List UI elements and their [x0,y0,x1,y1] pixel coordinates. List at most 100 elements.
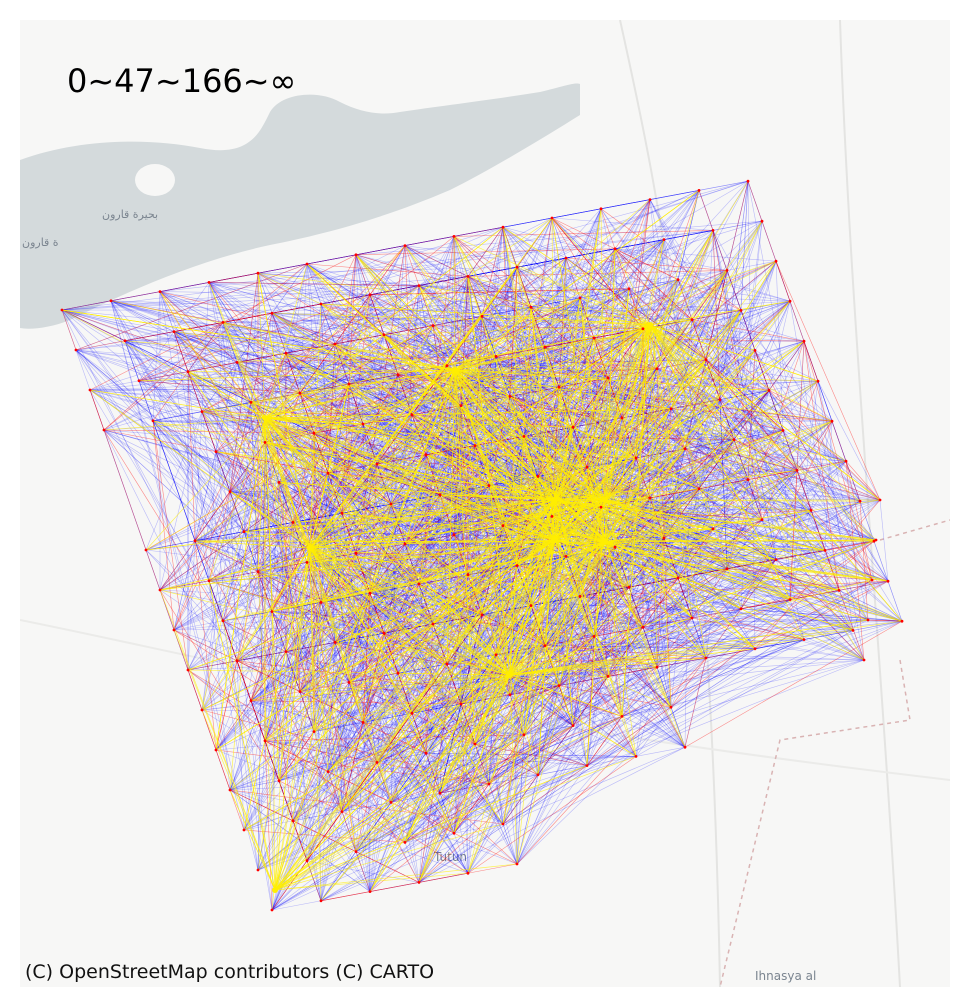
od-node [438,791,442,795]
od-edge [306,614,483,861]
od-edge [271,626,644,911]
od-node [452,533,456,537]
od-edge [376,217,553,465]
od-edge [173,331,224,621]
od-edge [173,331,560,388]
od-node [333,641,337,644]
od-node [529,305,533,309]
od-edge [719,181,749,400]
od-edge [649,199,826,551]
od-edge [817,381,869,621]
od-edge [418,657,707,883]
od-edge [124,334,385,342]
od-node [683,745,687,749]
od-node [676,278,680,281]
od-edge [75,270,728,351]
od-edge [663,230,714,240]
od-edge [404,765,588,843]
od-edge [460,659,865,705]
od-edge [138,377,609,382]
od-edge [187,257,567,372]
od-edge [754,350,861,502]
od-edge [579,297,707,659]
od-edge [712,230,721,400]
od-edge [236,368,658,662]
od-edge [803,341,865,661]
od-edge [159,291,315,732]
od-node [459,702,463,706]
od-edge [89,389,847,462]
od-node [802,638,806,641]
od-edge [558,499,881,686]
od-edge [411,208,602,714]
od-edge [726,421,833,569]
od-node [858,499,862,503]
od-edge [586,230,714,468]
od-edge [789,540,875,600]
od-edge [383,334,595,339]
map-canvas[interactable]: بحيرة قارون ة قارون Tutun Ihnasya al [20,20,950,987]
od-edge [250,426,574,702]
od-edge [138,180,749,382]
od-edge [110,300,630,588]
od-edge [201,411,259,871]
od-edge [201,411,392,505]
od-edge [222,620,287,652]
od-node [886,579,890,583]
od-edge [299,534,455,692]
od-edge [509,617,693,696]
od-edge [355,725,574,852]
od-edge [607,659,865,677]
od-edge [502,630,854,825]
od-node [536,773,540,777]
od-node [340,511,344,515]
od-edge [271,312,644,330]
od-edge [411,297,581,714]
od-edge [488,396,511,785]
od-edge [222,620,441,794]
od-edge [635,457,707,659]
od-edge [145,540,196,551]
od-node [403,841,407,844]
od-hub [552,497,558,503]
od-edge [432,619,869,625]
od-edge [425,752,588,766]
od-edge [292,522,877,541]
od-edge [243,531,259,572]
od-edge [369,294,742,610]
od-node [844,459,848,463]
od-edge [502,226,819,382]
od-edge [418,285,560,388]
od-edge [89,389,252,403]
od-node [870,578,874,582]
od-edge [439,377,609,794]
od-edge [523,734,539,775]
od-node [648,496,652,500]
od-node [312,730,316,733]
od-edge [89,389,343,812]
od-edge [383,190,700,336]
od-node [634,755,638,758]
od-node [543,345,547,349]
od-edge [593,190,700,637]
od-edge [201,402,252,711]
od-edge [159,291,700,490]
od-node [515,265,519,269]
od-node [326,471,330,475]
od-edge [152,291,161,421]
od-edge [215,451,308,861]
od-edge [208,282,259,572]
od-edge [502,199,651,825]
od-edge [404,534,455,545]
od-edge [201,709,276,891]
od-edge [670,559,777,708]
od-edge [747,181,756,649]
od-node [585,465,589,469]
od-edge [418,285,721,400]
od-edge [474,743,490,785]
od-edge [348,279,679,385]
od-edge [355,725,574,852]
od-edge [285,651,588,766]
od-node [291,521,295,524]
od-edge [495,356,784,431]
